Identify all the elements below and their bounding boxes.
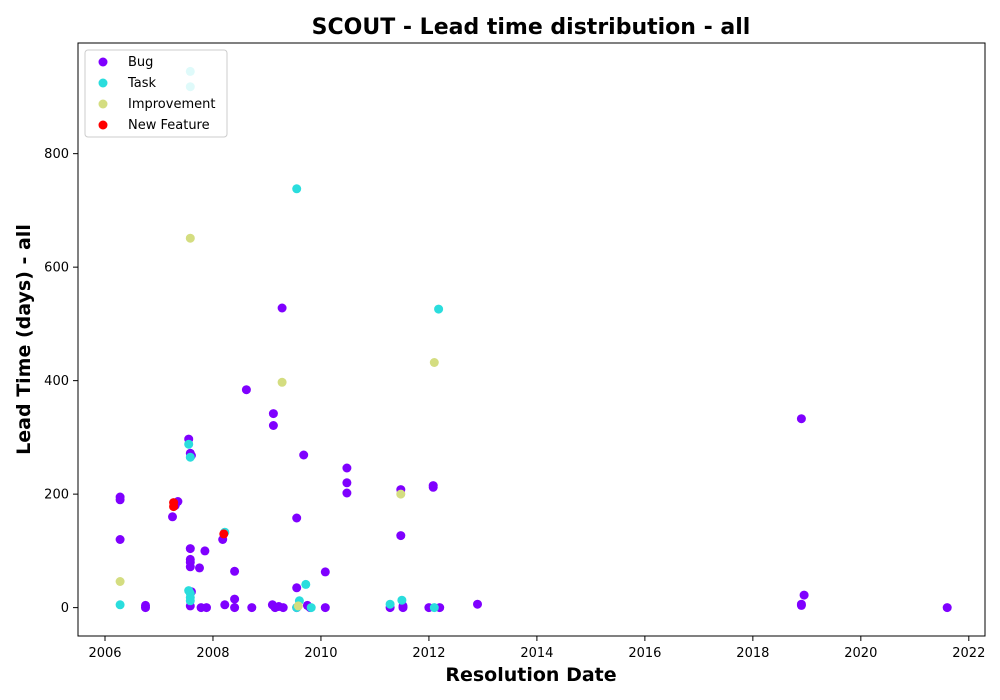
y-tick-label: 800 — [44, 147, 69, 162]
legend-box — [84, 49, 228, 138]
chart-title: SCOUT - Lead time distribution - all — [312, 15, 751, 40]
point-bug — [320, 567, 330, 577]
point-task — [301, 579, 311, 589]
point-bug — [268, 421, 278, 430]
point-task — [385, 599, 395, 609]
x-tick-label: 2006 — [88, 646, 121, 661]
x-tick-label: 2012 — [412, 646, 445, 661]
point-task — [306, 603, 316, 613]
point-task — [185, 452, 195, 462]
point-bug — [230, 566, 240, 576]
legend-label-improvement: Improvement — [128, 97, 215, 112]
legend-marker-task — [98, 78, 108, 88]
point-task — [184, 439, 194, 449]
point-task — [429, 603, 439, 613]
point-task — [115, 600, 125, 610]
point-bug — [299, 450, 309, 460]
point-bug — [195, 563, 204, 573]
point-bug — [342, 478, 352, 488]
point-bug — [799, 590, 809, 600]
y-tick-label: 600 — [44, 261, 69, 276]
x-tick-label: 2018 — [736, 646, 769, 661]
point-bug — [268, 409, 278, 419]
point-new-feature — [169, 502, 179, 512]
point-bug — [202, 603, 211, 613]
point-improvement — [185, 233, 195, 243]
point-bug — [200, 546, 210, 556]
point-bug — [185, 544, 195, 554]
legend-marker-improvement — [98, 99, 108, 109]
legend-label-task: Task — [127, 76, 157, 91]
point-bug — [473, 599, 482, 609]
point-bug — [278, 603, 288, 613]
point-bug — [942, 603, 952, 613]
point-bug — [168, 512, 177, 522]
point-bug — [796, 600, 806, 610]
point-bug — [220, 600, 230, 610]
point-bug — [320, 603, 330, 613]
points-layer — [115, 66, 952, 613]
point-improvement — [396, 489, 406, 499]
legend-label-new-feature: New Feature — [128, 118, 210, 133]
legend-label-bug: Bug — [128, 55, 153, 70]
point-bug — [292, 513, 302, 523]
x-tick-label: 2016 — [628, 646, 661, 661]
y-tick-label: 400 — [44, 374, 69, 389]
point-bug — [241, 385, 251, 395]
point-improvement — [277, 377, 287, 387]
point-bug — [185, 562, 195, 572]
point-bug — [396, 531, 406, 541]
point-bug — [141, 603, 150, 613]
x-tick-label: 2014 — [520, 646, 553, 661]
ticks-layer: 2006 2008 2010 2012 2014 2016 2018 2020 2022 0 200… — [44, 147, 985, 661]
point-task — [434, 304, 444, 314]
point-new-feature — [219, 529, 229, 539]
point-bug — [796, 414, 806, 424]
legend: Bug Task Improvement New Feature — [84, 49, 228, 138]
point-bug — [292, 583, 302, 593]
y-tick-label: 200 — [44, 488, 69, 503]
point-bug — [115, 535, 125, 544]
point-task — [292, 184, 302, 194]
point-bug — [277, 303, 287, 313]
point-bug — [115, 495, 125, 505]
point-bug — [230, 594, 240, 604]
legend-marker-new-feature — [98, 120, 108, 130]
plot-frame — [77, 42, 986, 637]
y-tick-label: 0 — [61, 601, 69, 616]
x-tick-label: 2010 — [304, 646, 337, 661]
point-improvement — [115, 577, 125, 586]
x-tick-label: 2022 — [952, 646, 985, 661]
point-bug — [342, 463, 352, 473]
x-axis-label: Resolution Date — [445, 664, 616, 686]
x-tick-label: 2020 — [844, 646, 877, 661]
point-bug — [428, 482, 438, 492]
point-bug — [398, 603, 408, 613]
y-axis-label: Lead Time (days) - all — [13, 224, 35, 455]
point-task — [185, 596, 195, 606]
point-improvement — [429, 358, 439, 367]
point-bug — [342, 488, 352, 498]
x-tick-label: 2008 — [196, 646, 229, 661]
point-bug — [247, 603, 257, 613]
point-task — [397, 595, 407, 605]
point-improvement — [293, 601, 303, 611]
point-bug — [230, 603, 240, 613]
legend-marker-bug — [98, 57, 108, 67]
